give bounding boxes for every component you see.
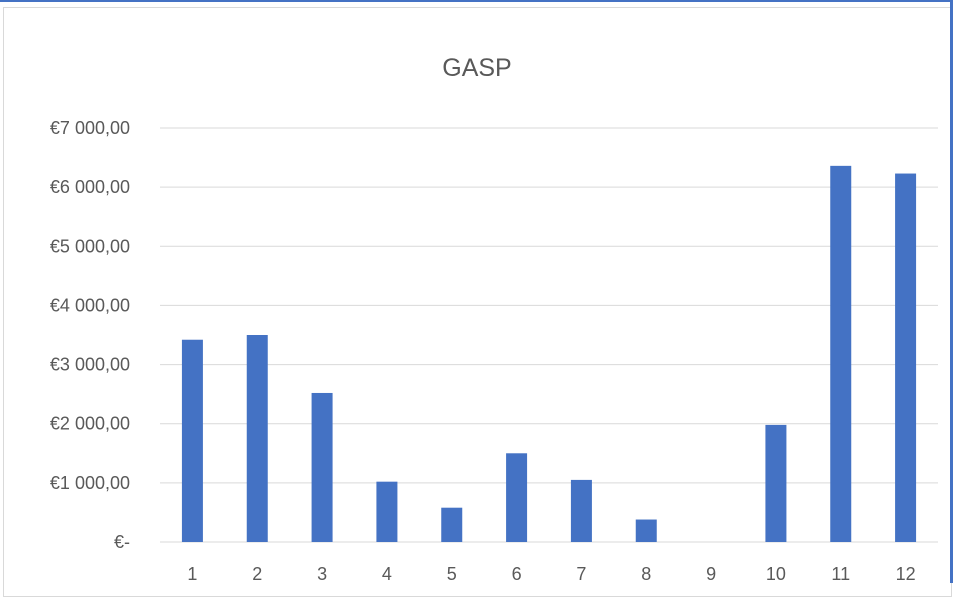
bar-3[interactable] <box>311 392 333 542</box>
window-right-edge <box>950 0 953 583</box>
bar-6[interactable] <box>506 453 528 542</box>
y-tick-label-7: €7 000,00 <box>50 118 130 138</box>
x-axis-tick-labels: 1 2 3 4 5 6 7 8 9 10 11 12 <box>187 564 915 583</box>
bars <box>181 165 917 543</box>
bar-chart: GASP €- €1 000,00 €2 000,00 €3 000,00 €4 000… <box>50 54 938 583</box>
x-tick-label-6: 6 <box>512 564 522 583</box>
y-tick-label-3: €3 000,00 <box>50 355 130 375</box>
window-top-accent <box>0 0 953 2</box>
x-tick-label-1: 1 <box>187 564 197 583</box>
x-tick-label-9: 9 <box>706 564 716 583</box>
gridlines <box>160 127 938 543</box>
bar-11[interactable] <box>830 165 852 542</box>
bar-12[interactable] <box>895 173 917 543</box>
x-tick-label-7: 7 <box>576 564 586 583</box>
y-tick-label-0: €- <box>114 532 130 552</box>
chart-title: GASP <box>442 54 511 82</box>
bar-8[interactable] <box>635 519 657 542</box>
x-tick-label-4: 4 <box>382 564 392 583</box>
y-tick-label-4: €4 000,00 <box>50 295 130 315</box>
x-tick-label-5: 5 <box>447 564 457 583</box>
bar-7[interactable] <box>570 479 592 542</box>
y-axis-tick-labels: €- €1 000,00 €2 000,00 €3 000,00 €4 000,00 €5… <box>50 118 130 552</box>
x-tick-label-3: 3 <box>317 564 327 583</box>
bar-10[interactable] <box>765 424 787 542</box>
chart-area[interactable] <box>3 7 952 597</box>
bar-1[interactable] <box>181 339 203 542</box>
bar-2[interactable] <box>246 335 268 542</box>
x-tick-label-2: 2 <box>252 564 262 583</box>
y-tick-label-1: €1 000,00 <box>50 473 130 493</box>
y-tick-label-6: €6 000,00 <box>50 177 130 197</box>
y-tick-label-2: €2 000,00 <box>50 414 130 434</box>
bar-5[interactable] <box>441 507 463 542</box>
x-tick-label-11: 11 <box>831 564 850 583</box>
x-tick-label-12: 12 <box>896 564 916 583</box>
x-tick-label-8: 8 <box>641 564 651 583</box>
x-tick-label-10: 10 <box>766 564 786 583</box>
bar-4[interactable] <box>376 481 398 542</box>
y-tick-label-5: €5 000,00 <box>50 236 130 256</box>
